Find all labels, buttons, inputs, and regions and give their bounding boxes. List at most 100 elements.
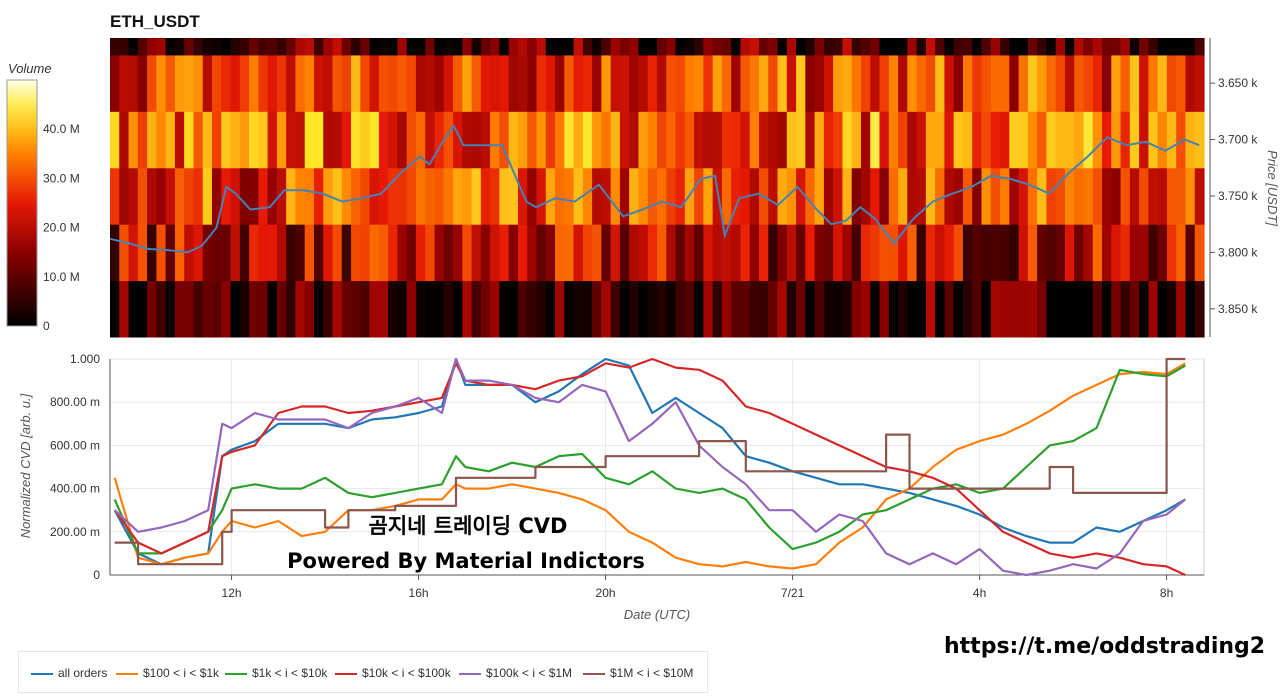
heatmap-cell [573,111,584,169]
heatmap-cell [202,224,213,282]
heatmap-cell [1120,38,1131,56]
heatmap-cell [110,38,120,56]
heatmap-cell [462,111,473,169]
heatmap-cell [397,54,408,112]
heatmap-cell [415,111,426,169]
legend-swatch-icon [225,672,247,675]
heatmap-cell [258,280,269,338]
heatmap-cell [777,111,788,169]
legend-item-all-orders[interactable]: all orders [31,666,107,680]
heatmap-cell [388,111,399,169]
heatmap-cell [592,111,602,169]
heatmap-cell [119,111,130,169]
legend-label: $1M < i < $10M [610,666,694,680]
heatmap-cell [128,38,139,56]
heatmap-cell [1000,280,1010,338]
heatmap-cell [1037,38,1047,56]
heatmap-cell [1166,38,1177,56]
heatmap-cell [313,54,324,112]
heatmap-cell [1027,54,1038,112]
heatmap-cell [805,54,816,112]
heatmap-cell [147,111,157,169]
heatmap-cell [638,280,649,338]
colorbar-tick-label: 40.0 M [43,122,80,136]
cvd-y-tick-label: 200.00 m [50,525,100,539]
heatmap-cell [758,280,769,338]
heatmap-cell [415,167,426,225]
heatmap-cell [814,38,825,56]
legend-item-1m-10m[interactable]: $1M < i < $10M [583,666,693,680]
heatmap-cell [378,224,389,282]
heatmap-cell [341,54,352,112]
heatmap-cell [573,167,584,225]
heatmap-cell [388,224,399,282]
heatmap-cell [490,280,500,338]
heatmap-cell [425,111,436,169]
heatmap-cell [796,54,806,112]
heatmap-cell [397,111,408,169]
heatmap-cell [1092,224,1103,282]
heatmap-cell [276,224,287,282]
heatmap-cell [258,38,269,56]
heatmap-cell [1185,38,1196,56]
heatmap-cell [397,280,408,338]
heatmap-cell [1185,280,1196,338]
heatmap-cell [360,38,371,56]
heatmap-cell [1194,280,1205,338]
heatmap-cell [1018,280,1029,338]
heatmap-cell [1037,167,1047,225]
heatmap-cell [860,224,871,282]
heatmap-cell [1009,280,1020,338]
legend-item-10k-100k[interactable]: $10k < i < $100k [335,666,451,680]
heatmap-cell [898,54,908,112]
heatmap-cell [360,167,371,225]
heatmap-cell [388,54,399,112]
heatmap-cell [981,167,992,225]
heatmap-y-label: Price [USDT] [1265,150,1280,226]
price-axis-tick-label: 3.700 k [1218,133,1258,147]
telegram-link[interactable]: https://t.me/oddstrading2 [944,634,1266,659]
heatmap-cell [1129,111,1140,169]
heatmap-cell [517,54,528,112]
heatmap-cell [313,38,324,56]
legend-item-100k-1m[interactable]: $100k < i < $1M [459,666,572,680]
legend-item-1k-10k[interactable]: $1k < i < $10k [225,666,327,680]
heatmap-cell [601,111,612,169]
heatmap-cell [1037,224,1047,282]
heatmap-cell [471,111,482,169]
heatmap-cell [749,167,760,225]
heatmap-cell [341,224,352,282]
heatmap-cell [425,224,436,282]
heatmap-cell [647,111,658,169]
heatmap-cell [267,167,278,225]
heatmap-cell [1176,38,1187,56]
heatmap-cell [304,111,315,169]
heatmap-cell [879,224,890,282]
heatmap-cell [1009,224,1020,282]
heatmap-cell [1139,54,1149,112]
heatmap-cell [1083,167,1094,225]
heatmap-cell [647,167,658,225]
heatmap-cell [916,167,927,225]
heatmap-cell [137,38,148,56]
heatmap-cell [657,54,667,112]
heatmap-cell [1129,280,1140,338]
heatmap-cell [935,38,946,56]
heatmap-cell [972,280,983,338]
heatmap-cell [823,111,834,169]
heatmap-cell [1129,167,1140,225]
heatmap-cell [749,111,760,169]
legend-item-100-1k[interactable]: $100 < i < $1k [116,666,219,680]
heatmap-cell [898,111,908,169]
heatmap-cell [907,54,918,112]
heatmap-cell [480,167,491,225]
cvd-y-tick-label: 1.000 [70,352,100,366]
heatmap-cell [694,167,704,225]
heatmap-cell [295,167,306,225]
heatmap-cell [990,280,1001,338]
heatmap-cell [962,280,973,338]
heatmap-cell [1111,38,1122,56]
heatmap-cell [249,167,259,225]
heatmap-cell [768,111,779,169]
heatmap-cell [953,224,964,282]
